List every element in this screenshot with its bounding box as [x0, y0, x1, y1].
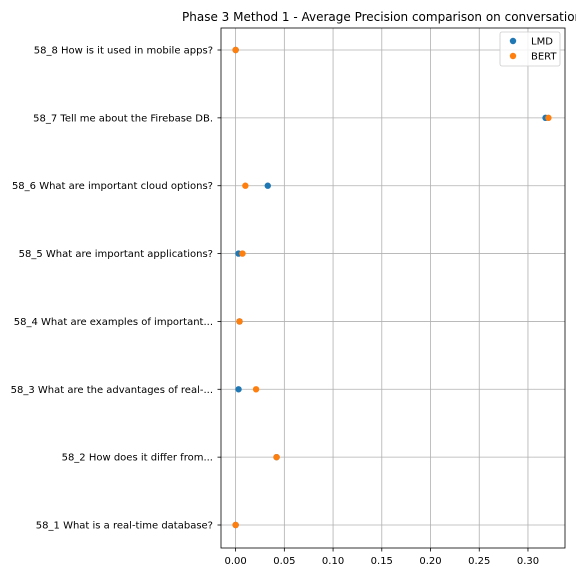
y-tick-label: 58_6 What are important cloud options? — [12, 181, 213, 192]
point-lmd — [235, 386, 242, 393]
x-tick-label: 0.25 — [468, 556, 490, 567]
x-axis-ticks: 0.00 0.05 0.10 0.15 0.20 0.25 0.30 — [224, 548, 539, 567]
y-tick-label: 58_4 What are examples of important... — [14, 317, 213, 328]
y-tick-label: 58_3 What are the advantages of real-... — [11, 385, 213, 396]
grid — [221, 28, 565, 548]
y-tick-label: 58_7 Tell me about the Firebase DB. — [33, 113, 213, 124]
point-lmd — [264, 182, 271, 189]
legend-marker-lmd — [509, 37, 517, 45]
x-tick-label: 0.05 — [273, 556, 295, 567]
point-bert — [273, 453, 280, 461]
x-tick-label: 0.15 — [371, 556, 393, 567]
x-tick-label: 0.10 — [322, 556, 344, 567]
x-tick-label: 0.30 — [517, 556, 539, 567]
x-tick-label: 0.20 — [419, 556, 441, 567]
x-tick-label: 0.00 — [224, 556, 246, 567]
y-tick-label: 58_5 What are important applications? — [19, 249, 213, 260]
point-bert — [252, 386, 260, 393]
plot-frame — [220, 27, 566, 549]
point-bert — [242, 182, 249, 189]
point-bert — [236, 318, 243, 325]
y-tick-label: 58_1 What is a real-time database? — [36, 521, 213, 532]
y-tick-label: 58_8 How is it used in mobile apps? — [34, 46, 213, 57]
legend-marker-bert — [509, 52, 517, 60]
data-points — [232, 46, 552, 529]
point-bert — [545, 114, 552, 122]
chart-title: Phase 3 Method 1 - Average Precision com… — [182, 10, 576, 24]
point-bert — [239, 250, 246, 257]
y-axis-ticks: 58_1 What is a real-time database? 58_2 H… — [11, 46, 221, 532]
legend-label: BERT — [531, 52, 557, 63]
legend: LMD BERT — [499, 31, 561, 67]
point-bert — [232, 46, 239, 54]
point-bert — [232, 521, 239, 529]
y-tick-label: 58_2 How does it differ from... — [62, 453, 213, 464]
legend-label: LMD — [531, 37, 553, 48]
